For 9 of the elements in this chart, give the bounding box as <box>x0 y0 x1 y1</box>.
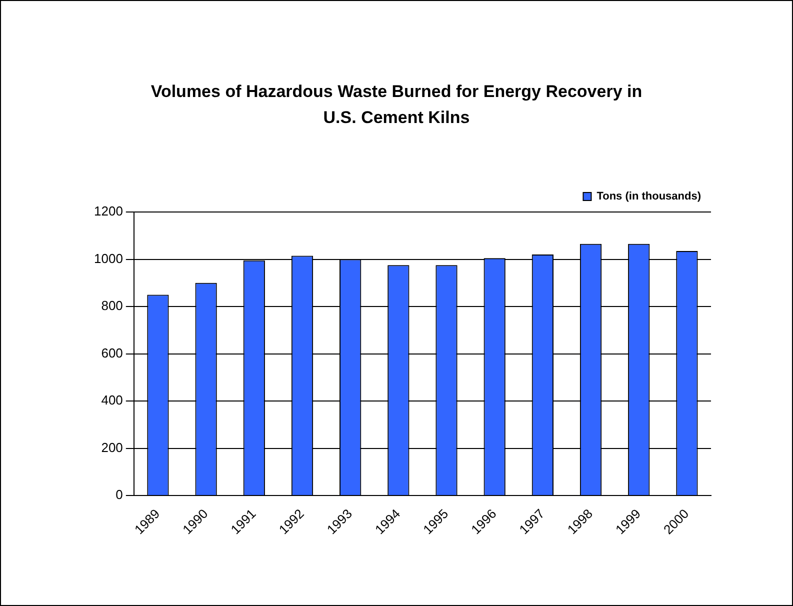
chart-title: Volumes of Hazardous Waste Burned for Energy Recovery in U.S. Cement Kilns <box>150 81 644 129</box>
y-tick-label: 1200 <box>94 204 123 219</box>
legend-label: Tons (in thousands) <box>596 190 702 203</box>
y-tick-label: 400 <box>101 392 123 408</box>
y-tick-label: 600 <box>101 345 123 360</box>
y-tick-label: 1000 <box>94 250 123 266</box>
y-tick-label: 200 <box>101 440 123 455</box>
y-tick-label: 0 <box>116 487 123 502</box>
y-tick-label: 800 <box>101 298 123 314</box>
